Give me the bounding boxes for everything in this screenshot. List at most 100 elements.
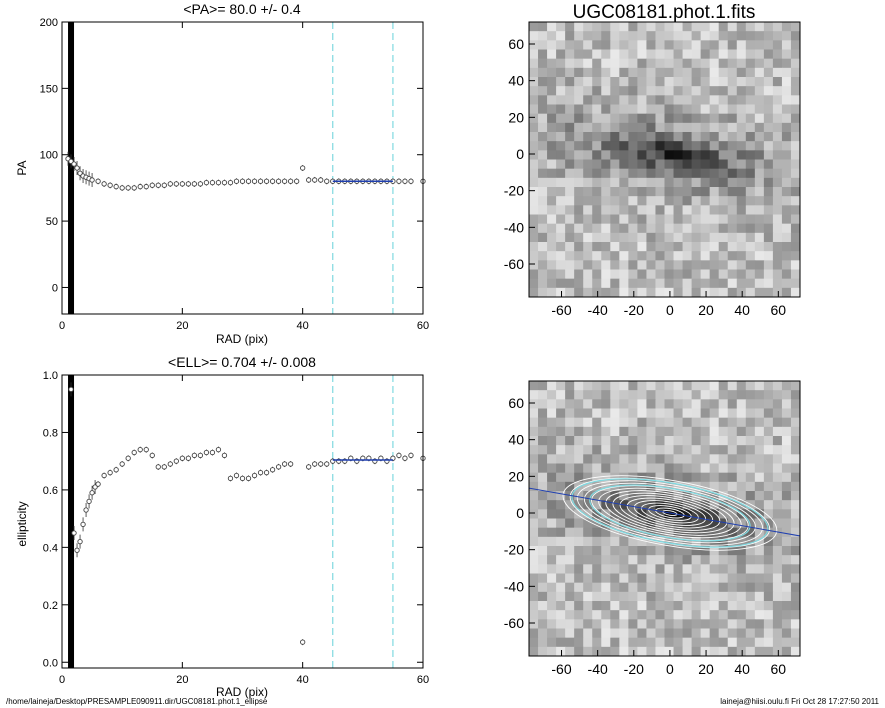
- image-pixel: [529, 601, 539, 611]
- image-pixel: [565, 86, 575, 96]
- image-pixel: [745, 610, 756, 620]
- image-pixel: [628, 168, 638, 179]
- image-pixel: [727, 463, 738, 474]
- image-pixel: [727, 251, 738, 261]
- image-pixel: [529, 232, 539, 243]
- image-pixel: [592, 40, 602, 50]
- image-pixel: [664, 242, 675, 252]
- image-pixel: [709, 555, 720, 565]
- image-pixel: [664, 509, 675, 519]
- image-pixel: [556, 260, 566, 270]
- image-pixel: [772, 481, 783, 492]
- image-pixel: [682, 177, 693, 188]
- image-pixel: [592, 481, 602, 492]
- image-pixel: [583, 546, 593, 556]
- ell-data-point: [125, 455, 131, 461]
- image-pixel: [754, 113, 765, 124]
- image-pixel: [736, 601, 747, 611]
- image-pixel: [538, 150, 548, 160]
- image-pixel: [745, 122, 756, 133]
- image-pixel: [565, 49, 575, 60]
- ov-xtick-label: 60: [771, 661, 787, 677]
- image-pixel: [727, 518, 738, 529]
- overlay-frame: [528, 380, 801, 657]
- image-pixel: [646, 141, 656, 151]
- image-pixel: [673, 150, 684, 160]
- image-pixel: [781, 113, 792, 124]
- image-pixel: [700, 637, 711, 648]
- image-pixel: [637, 408, 647, 419]
- image-pixel: [790, 287, 800, 297]
- image-pixel: [556, 582, 566, 593]
- image-pixel: [727, 159, 738, 170]
- image-pixel: [610, 223, 620, 234]
- image-pixel: [637, 187, 647, 197]
- image-pixel: [664, 187, 675, 197]
- image-pixel: [718, 610, 729, 620]
- image-pixel: [709, 628, 720, 639]
- ov-ytick-label: 60: [508, 395, 524, 411]
- image-pixel: [691, 113, 702, 124]
- image-pixel: [655, 251, 665, 261]
- image-pixel: [745, 205, 756, 215]
- image-pixel: [763, 132, 774, 142]
- image-pixel: [709, 260, 720, 270]
- image-pixel: [556, 637, 566, 648]
- pa-data-point: [227, 179, 234, 186]
- image-pixel: [547, 177, 557, 188]
- image-pixel: [610, 454, 620, 464]
- image-pixel: [781, 555, 792, 565]
- image-pixel: [565, 426, 575, 437]
- image-pixel: [628, 104, 638, 115]
- image-pixel: [592, 619, 602, 629]
- image-pixel: [745, 601, 756, 611]
- image-pixel: [664, 177, 675, 188]
- image-pixel: [628, 463, 638, 474]
- image-pixel: [628, 436, 638, 446]
- image-pixel: [610, 555, 620, 565]
- image-pixel: [673, 454, 684, 464]
- image-pixel: [781, 646, 792, 656]
- image-pixel: [664, 390, 675, 400]
- image-pixel: [637, 77, 647, 87]
- image-pixel: [736, 242, 747, 252]
- ell-data-point: [155, 464, 161, 470]
- image-pixel: [727, 141, 738, 151]
- pa-data-point: [221, 179, 228, 186]
- image-pixel: [790, 269, 800, 280]
- image-pixel: [754, 187, 765, 197]
- image-pixel: [781, 390, 792, 400]
- image-pixel: [781, 527, 792, 538]
- image-pixel: [628, 223, 638, 234]
- image-pixel: [709, 196, 720, 206]
- image-pixel: [565, 436, 575, 446]
- image-pixel: [547, 518, 557, 529]
- image-pixel: [628, 381, 638, 391]
- img-ytick-label: -40: [504, 219, 524, 235]
- image-pixel: [727, 278, 738, 289]
- image-pixel: [727, 132, 738, 142]
- image-pixel: [583, 214, 593, 225]
- ell-ytick-label: 0.4: [43, 542, 58, 554]
- image-pixel: [700, 564, 711, 574]
- image-pixel: [664, 619, 675, 629]
- image-pixel: [646, 555, 656, 565]
- image-pixel: [763, 122, 774, 133]
- image-pixel: [655, 95, 665, 105]
- image-pixel: [700, 573, 711, 584]
- image-pixel: [727, 564, 738, 574]
- ell-data-point: [396, 452, 402, 459]
- image-pixel: [673, 67, 684, 78]
- image-pixel: [673, 232, 684, 243]
- image-pixel: [673, 122, 684, 133]
- image-pixel: [619, 582, 629, 593]
- image-pixel: [538, 122, 548, 133]
- image-pixel: [736, 417, 747, 428]
- image-pixel: [781, 619, 792, 629]
- image-pixel: [772, 555, 783, 565]
- image-pixel: [538, 104, 548, 115]
- image-pixel: [718, 260, 729, 270]
- image-pixel: [718, 436, 729, 446]
- image-pixel: [727, 196, 738, 206]
- image-pixel: [709, 536, 720, 547]
